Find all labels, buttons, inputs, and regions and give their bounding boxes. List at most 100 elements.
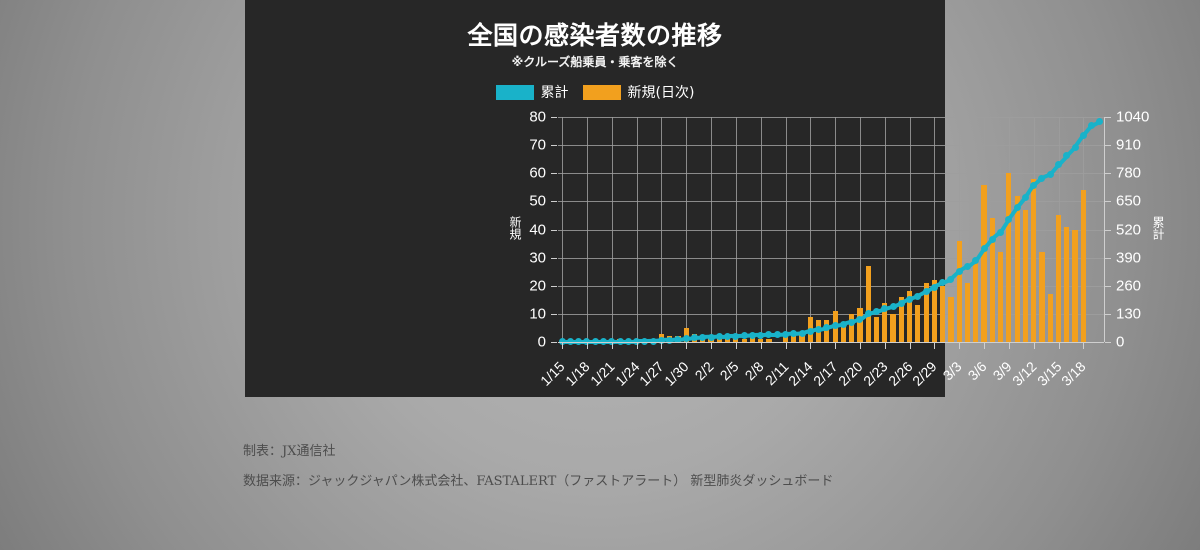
y-tick-mark-left — [551, 257, 557, 259]
bar-daily — [1047, 294, 1053, 342]
gridline-vertical — [562, 117, 564, 342]
bar-daily — [948, 297, 954, 342]
y-tick-mark-right — [1105, 229, 1111, 231]
gridline-horizontal — [558, 313, 1104, 315]
gridline-horizontal — [558, 173, 1104, 175]
gridline-horizontal — [558, 257, 1104, 259]
data-point-cumulative — [765, 331, 773, 339]
y-axis-tick-right: 520 — [1116, 221, 1142, 238]
data-point-cumulative — [906, 295, 914, 303]
gridline-vertical — [636, 117, 638, 342]
data-point-cumulative — [724, 332, 732, 340]
data-point-cumulative — [666, 336, 674, 344]
y-axis-line-right — [1104, 117, 1105, 342]
data-point-cumulative — [1021, 194, 1029, 202]
data-point-cumulative — [1030, 181, 1038, 189]
data-point-cumulative — [591, 338, 599, 346]
x-tick-mark — [1008, 343, 1010, 349]
bar-daily — [1039, 252, 1045, 342]
y-tick-mark-left — [551, 117, 557, 118]
data-point-cumulative — [757, 331, 765, 339]
data-point-cumulative — [566, 338, 574, 346]
y-axis-tick-left: 10 — [529, 305, 546, 323]
chart-card: 全国の感染者数の推移 ※クルーズ船乗員・乗客を除く 累計 新規(日次) 新規 累… — [245, 0, 1165, 397]
y-tick-mark-left — [551, 342, 557, 343]
line-segment-cumulative — [578, 339, 587, 344]
bar-daily — [766, 339, 772, 342]
x-tick-mark — [1033, 343, 1035, 349]
y-tick-mark-right — [1105, 173, 1111, 175]
x-tick-mark — [835, 343, 837, 349]
gridline-vertical — [810, 117, 812, 342]
y-axis-tick-right: 390 — [1116, 249, 1142, 267]
gridline-vertical — [835, 117, 837, 342]
y-axis-tick-right: 260 — [1116, 277, 1142, 295]
legend-item-cumulative[interactable]: 累計 — [495, 82, 569, 102]
bar-daily — [683, 327, 689, 342]
y-tick-mark-left — [551, 229, 557, 231]
bar-daily — [898, 297, 904, 342]
data-point-cumulative — [806, 327, 814, 335]
plot-inner — [558, 117, 1104, 346]
data-point-cumulative — [930, 283, 938, 291]
line-segment-cumulative — [595, 339, 604, 344]
bar-daily — [857, 308, 863, 342]
x-tick-mark — [686, 343, 688, 349]
y-tick-mark-right — [1105, 117, 1111, 118]
data-point-cumulative — [881, 305, 889, 313]
data-point-cumulative — [889, 303, 897, 311]
bar-daily — [758, 339, 764, 342]
data-point-cumulative — [624, 338, 632, 346]
bar-daily — [1006, 173, 1012, 342]
bar-daily — [907, 291, 913, 342]
data-point-cumulative — [740, 332, 748, 340]
data-point-cumulative — [558, 338, 566, 346]
data-point-cumulative — [633, 337, 641, 345]
data-point-cumulative — [715, 333, 723, 341]
chart-legend: 累計 新規(日次) — [245, 82, 945, 102]
bar-daily — [849, 313, 855, 342]
data-point-cumulative — [657, 336, 665, 344]
x-tick-mark — [661, 343, 663, 349]
y-tick-mark-left — [551, 313, 557, 315]
x-tick-mark — [909, 343, 911, 349]
data-point-cumulative — [815, 326, 823, 334]
x-tick-mark — [636, 343, 638, 349]
legend-label-daily: 新規(日次) — [627, 85, 695, 101]
footer-credit: 制表：JX通信社 — [243, 444, 336, 459]
line-segment-cumulative — [620, 339, 629, 344]
data-point-cumulative — [914, 292, 922, 300]
bar-daily — [865, 266, 871, 342]
data-point-cumulative — [955, 267, 963, 275]
footer-source: 数据来源：ジャックジャパン株式会社、FASTALERT（ファストアラート） 新型… — [243, 474, 834, 489]
bar-daily — [791, 336, 797, 342]
y-tick-mark-right — [1105, 285, 1111, 287]
data-point-cumulative — [583, 338, 591, 346]
bar-daily — [964, 282, 971, 342]
y-axis-tick-right: 910 — [1116, 136, 1142, 154]
gridline-vertical — [959, 117, 961, 342]
x-tick-mark — [735, 343, 737, 349]
bar-daily — [931, 280, 937, 342]
data-point-cumulative — [748, 331, 756, 339]
legend-item-daily[interactable]: 新規(日次) — [582, 82, 695, 102]
gridline-horizontal — [558, 285, 1104, 287]
x-axis-line — [558, 342, 1104, 343]
data-point-cumulative — [972, 257, 980, 265]
y-axis-tick-left: 60 — [529, 164, 546, 182]
bar-daily — [882, 302, 888, 342]
data-point-cumulative — [773, 331, 781, 339]
data-point-cumulative — [600, 338, 607, 346]
data-point-cumulative — [608, 338, 616, 346]
line-segment-cumulative — [570, 339, 579, 344]
data-point-cumulative — [1046, 171, 1054, 179]
data-point-cumulative — [790, 330, 798, 338]
bar-daily — [733, 339, 739, 342]
line-segment-cumulative — [562, 339, 571, 344]
data-point-cumulative — [988, 235, 996, 243]
y-axis-tick-right: 0 — [1116, 333, 1125, 351]
data-point-cumulative — [839, 320, 847, 328]
line-segment-cumulative — [768, 332, 778, 337]
bar-daily — [782, 336, 789, 342]
x-tick-mark — [785, 343, 787, 349]
